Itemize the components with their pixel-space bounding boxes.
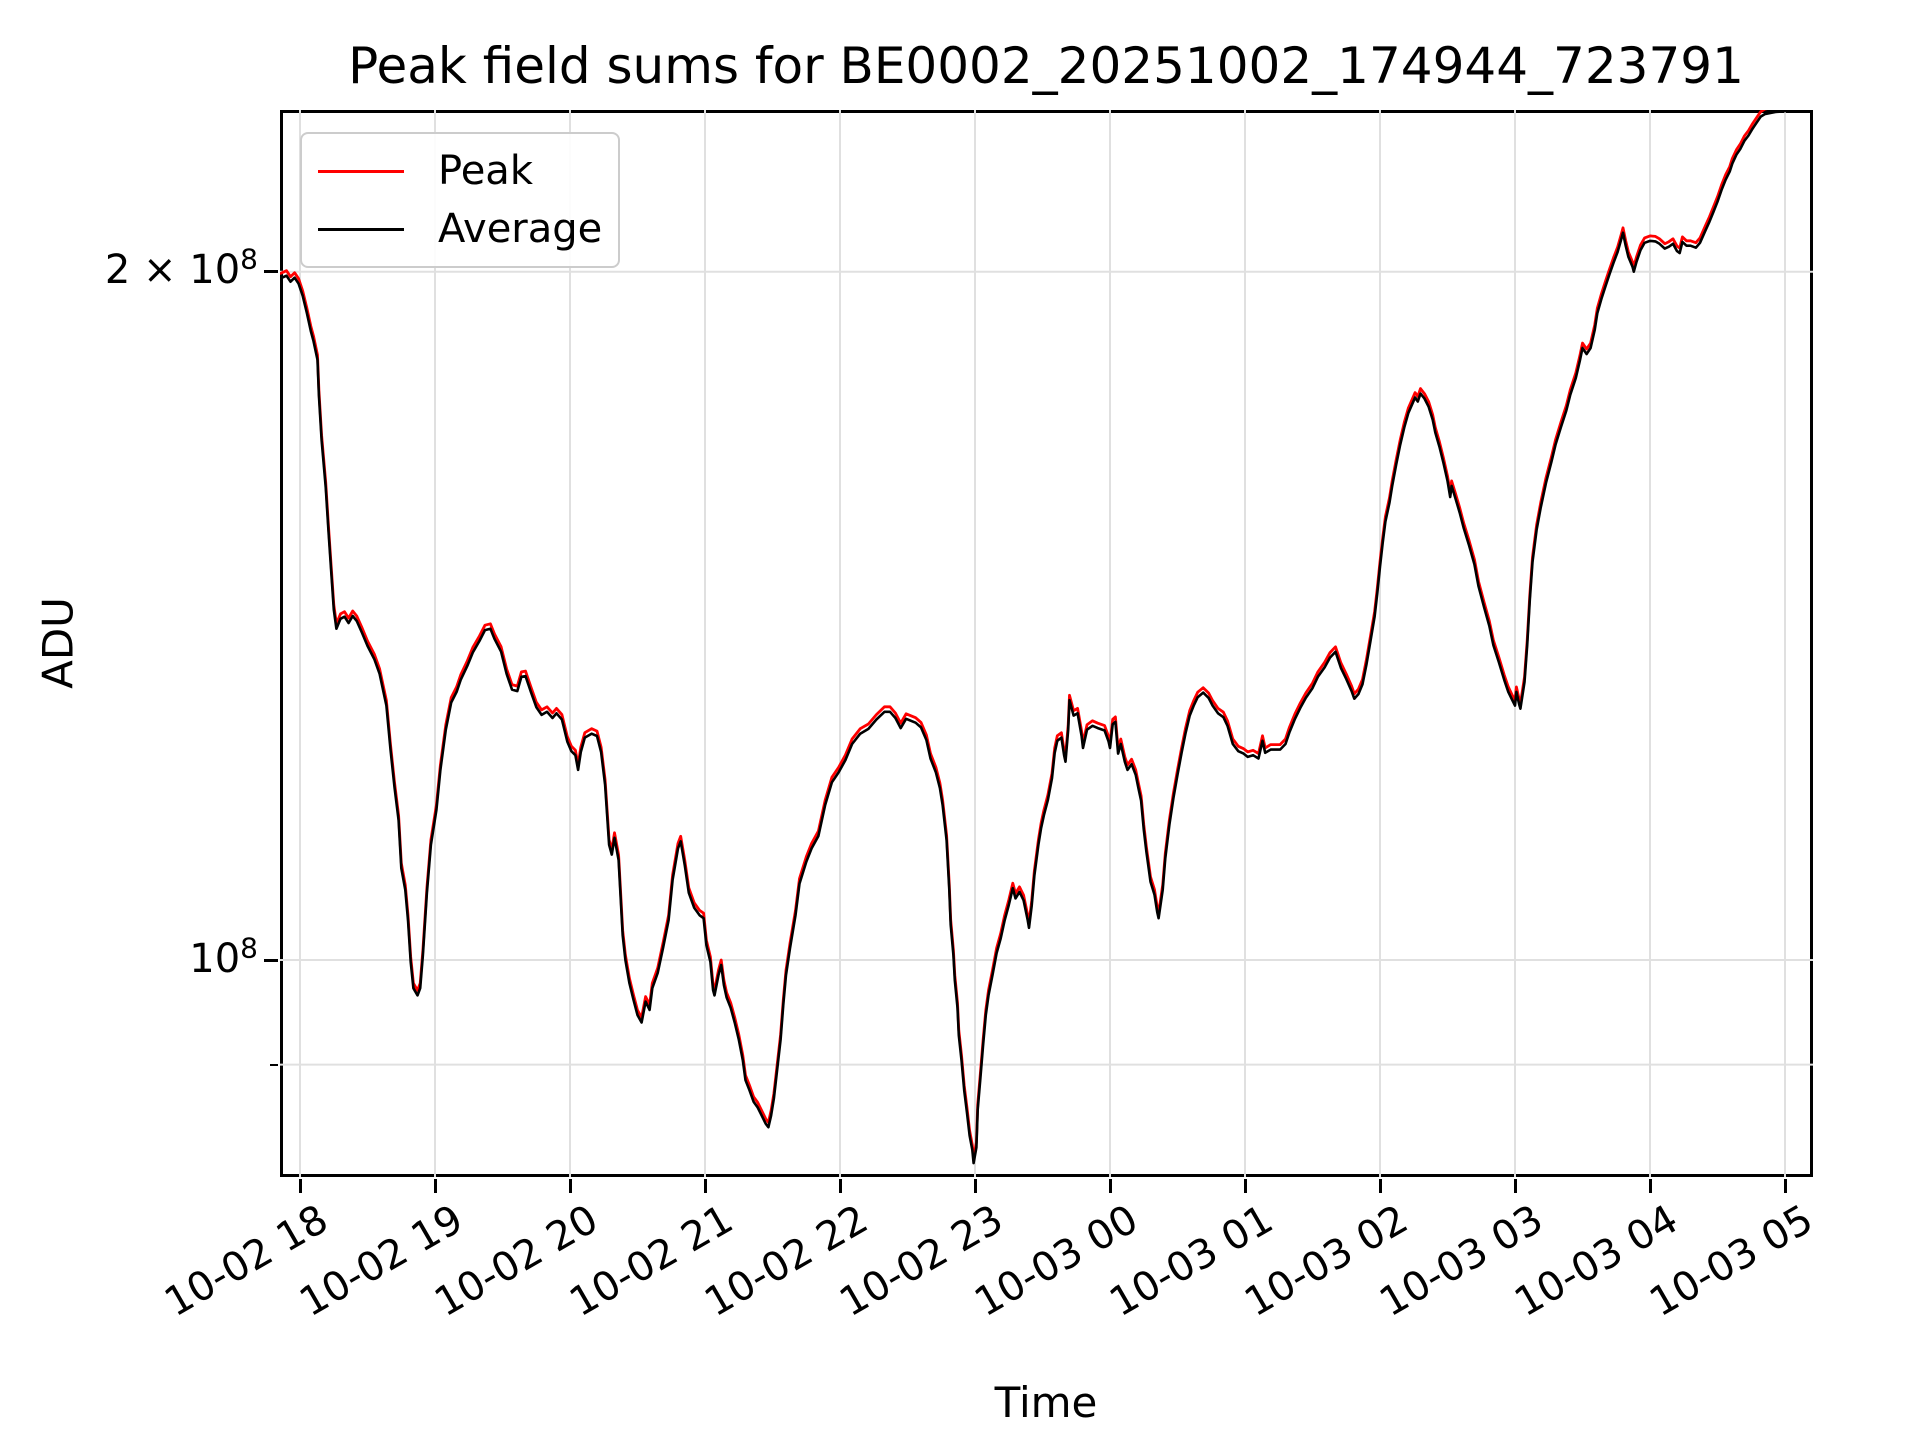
chart-canvas (280, 110, 1813, 1177)
x-axis-label: Time (994, 1378, 1098, 1427)
legend-item-peak: Peak (302, 151, 618, 191)
x-tick-mark (433, 1179, 437, 1193)
legend-line-average (318, 227, 404, 231)
y-tick-mark (264, 270, 278, 274)
y-tick-mark (264, 958, 278, 962)
x-tick-mark (568, 1179, 572, 1193)
y-axis-label: ADU (33, 597, 83, 689)
x-tick-mark (1648, 1179, 1652, 1193)
x-tick-mark (1378, 1179, 1382, 1193)
legend-label-average: Average (438, 206, 603, 252)
y-tick-label-1e8: 108 (189, 931, 258, 982)
y-tick-label-2e8: 2 × 108 (104, 242, 258, 293)
x-tick-mark (973, 1179, 977, 1193)
x-tick-mark (298, 1179, 302, 1193)
x-tick-mark (1243, 1179, 1247, 1193)
x-tick-mark (1783, 1179, 1787, 1193)
x-tick-mark (1108, 1179, 1112, 1193)
average-line (280, 110, 1790, 1165)
chart-title: Peak field sums for BE0002_20251002_1749… (348, 37, 1744, 95)
x-tick-mark (838, 1179, 842, 1193)
legend-line-peak (318, 169, 404, 173)
y-minor-tick-mark (270, 1063, 278, 1066)
plot-area (280, 110, 1813, 1177)
legend-item-average: Average (302, 209, 618, 249)
x-tick-mark (1513, 1179, 1517, 1193)
legend: Peak Average (300, 132, 620, 268)
legend-label-peak: Peak (438, 148, 533, 194)
x-tick-mark (703, 1179, 707, 1193)
